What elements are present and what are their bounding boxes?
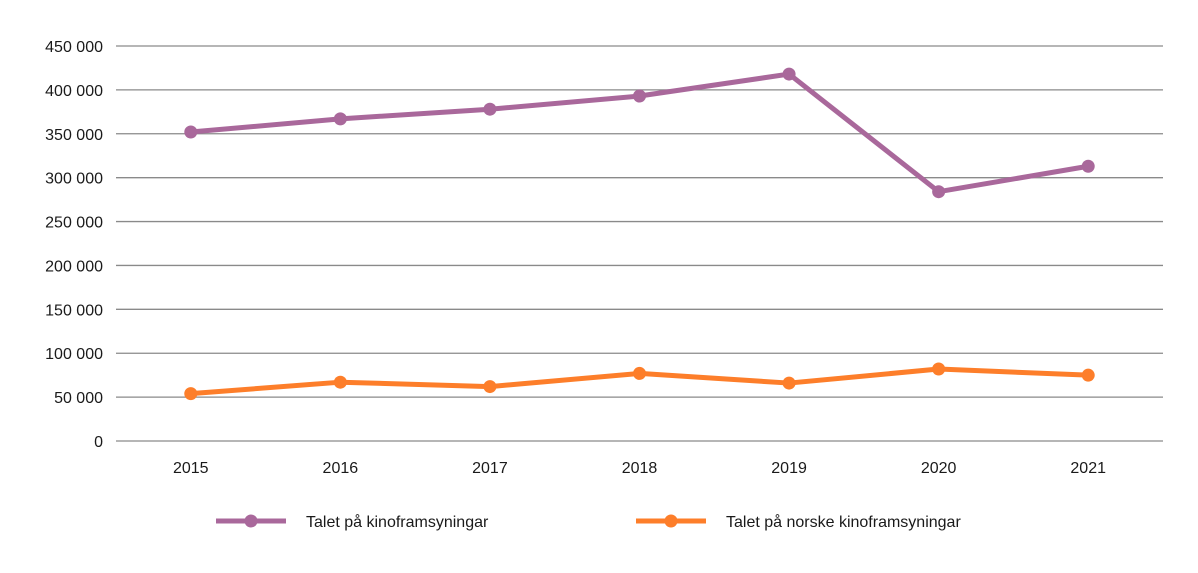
legend-marker xyxy=(244,514,258,528)
x-tick-label: 2019 xyxy=(771,460,807,477)
y-tick-label: 400 000 xyxy=(45,83,103,100)
legend-marker xyxy=(664,514,678,528)
y-tick-label: 0 xyxy=(94,434,103,451)
x-tick-label: 2018 xyxy=(622,460,658,477)
legend: Talet på kinoframsyningar Talet på norske… xyxy=(216,513,961,531)
y-tick-label: 100 000 xyxy=(45,346,103,363)
y-axis: 0 50 000 100 000 150 000 200 000 250 000 300 0… xyxy=(45,39,103,451)
x-tick-label: 2021 xyxy=(1070,460,1106,477)
x-axis: 2015 2016 2017 2018 2019 2020 2021 xyxy=(173,460,1106,477)
y-tick-label: 200 000 xyxy=(45,258,103,275)
data-point xyxy=(633,366,646,380)
data-point xyxy=(633,89,646,103)
y-tick-label: 50 000 xyxy=(54,390,103,407)
legend-label: Talet på kinoframsyningar xyxy=(306,513,489,531)
gridlines xyxy=(116,45,1163,442)
data-point xyxy=(333,375,347,389)
x-tick-label: 2016 xyxy=(323,460,359,477)
data-point xyxy=(184,125,198,139)
y-tick-label: 250 000 xyxy=(45,215,103,232)
x-tick-label: 2017 xyxy=(472,460,508,477)
x-tick-label: 2015 xyxy=(173,460,209,477)
legend-label: Talet på norske kinoframsyningar xyxy=(726,513,961,531)
data-point xyxy=(333,112,347,126)
data-point xyxy=(1081,159,1095,173)
x-tick-label: 2020 xyxy=(921,460,957,477)
y-tick-label: 350 000 xyxy=(45,127,103,144)
data-point xyxy=(932,362,946,376)
data-point xyxy=(1081,368,1095,382)
y-tick-label: 150 000 xyxy=(45,302,103,319)
data-point xyxy=(483,102,497,116)
data-point xyxy=(932,185,946,199)
data-point xyxy=(782,67,796,81)
y-tick-label: 300 000 xyxy=(45,171,103,188)
y-tick-label: 450 000 xyxy=(45,39,103,56)
series-layer xyxy=(184,67,1095,401)
data-point xyxy=(782,376,796,390)
data-point xyxy=(184,387,198,401)
data-point xyxy=(483,380,497,394)
